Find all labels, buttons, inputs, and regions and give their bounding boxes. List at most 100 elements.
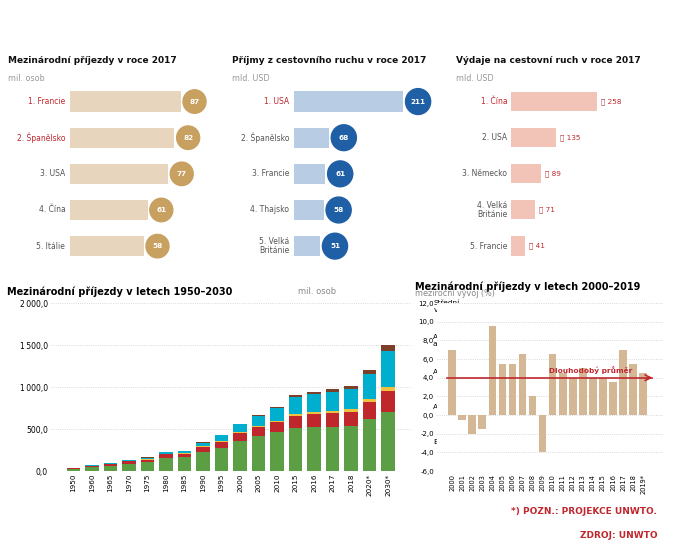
Circle shape xyxy=(328,161,353,187)
Bar xyxy=(529,396,537,415)
FancyBboxPatch shape xyxy=(69,236,144,256)
Bar xyxy=(363,402,376,419)
Bar xyxy=(289,395,302,397)
Bar xyxy=(289,414,302,415)
Text: 61: 61 xyxy=(335,171,345,177)
Bar xyxy=(619,350,627,415)
Bar xyxy=(141,462,154,471)
Bar xyxy=(458,415,466,420)
Text: 1. Francie: 1. Francie xyxy=(28,97,65,106)
Bar xyxy=(640,373,647,415)
Bar xyxy=(381,352,395,387)
Text: 5. Francie: 5. Francie xyxy=(470,242,508,251)
Bar xyxy=(381,412,395,471)
FancyBboxPatch shape xyxy=(294,91,403,112)
Bar xyxy=(270,423,284,433)
FancyBboxPatch shape xyxy=(512,236,525,256)
Bar xyxy=(630,364,637,415)
Bar xyxy=(178,454,191,457)
Bar xyxy=(178,451,191,453)
Bar xyxy=(104,464,117,466)
Bar xyxy=(252,416,266,426)
Text: Mezinárodní příjezdy v letech 2000–2019: Mezinárodní příjezdy v letech 2000–2019 xyxy=(415,281,640,291)
Text: 58: 58 xyxy=(334,207,344,213)
Text: Ⓢ 258: Ⓢ 258 xyxy=(601,98,621,105)
FancyBboxPatch shape xyxy=(294,200,324,220)
Text: 3. Francie: 3. Francie xyxy=(252,169,289,179)
Bar xyxy=(123,460,135,461)
Bar xyxy=(270,407,284,408)
Bar xyxy=(252,415,266,416)
Bar xyxy=(599,378,607,415)
FancyBboxPatch shape xyxy=(294,236,320,256)
Bar xyxy=(160,454,173,458)
Text: 68: 68 xyxy=(339,134,349,141)
Text: 211: 211 xyxy=(410,99,425,105)
Circle shape xyxy=(183,90,206,114)
Text: Střední
východ: Střední východ xyxy=(433,300,460,314)
Text: Ⓢ 71: Ⓢ 71 xyxy=(539,207,555,213)
Text: Mezinárodní příjezdy v roce 2017: Mezinárodní příjezdy v roce 2017 xyxy=(8,56,177,66)
Text: 2. USA: 2. USA xyxy=(482,133,508,142)
Circle shape xyxy=(146,234,169,258)
Bar xyxy=(307,395,321,412)
Bar xyxy=(215,435,228,441)
Bar xyxy=(196,442,210,446)
Bar xyxy=(363,399,376,402)
Bar xyxy=(307,412,321,414)
Bar xyxy=(215,447,228,471)
Bar xyxy=(307,414,321,428)
Bar xyxy=(489,326,496,415)
Bar xyxy=(141,460,154,462)
Text: *) POZN.: PROJEKCE UNWTO.: *) POZN.: PROJEKCE UNWTO. xyxy=(512,507,657,516)
Text: 5. Itálie: 5. Itálie xyxy=(36,242,65,251)
Bar xyxy=(468,415,476,434)
Bar xyxy=(289,428,302,471)
Text: 58: 58 xyxy=(152,243,162,249)
Bar xyxy=(539,415,547,452)
Text: 3. USA: 3. USA xyxy=(40,169,65,179)
Text: 5. Velká
Británie: 5. Velká Británie xyxy=(259,237,289,256)
Text: Afrika: Afrika xyxy=(433,369,455,375)
Text: Ⓢ 89: Ⓢ 89 xyxy=(545,171,561,177)
FancyBboxPatch shape xyxy=(512,164,541,183)
Text: Ⓢ 135: Ⓢ 135 xyxy=(560,134,580,141)
Text: 82: 82 xyxy=(183,134,193,141)
FancyBboxPatch shape xyxy=(69,91,181,112)
Bar xyxy=(160,458,173,471)
Text: Asie
a Pacifik: Asie a Pacifik xyxy=(433,334,464,347)
Bar xyxy=(178,453,191,454)
Bar xyxy=(344,412,358,426)
Bar xyxy=(479,415,486,429)
FancyBboxPatch shape xyxy=(512,200,534,219)
Bar xyxy=(86,467,99,471)
Bar xyxy=(344,426,358,471)
Bar xyxy=(344,389,358,409)
Bar xyxy=(519,354,526,415)
FancyBboxPatch shape xyxy=(294,164,326,184)
Bar xyxy=(270,421,284,423)
Text: 2. Španělsko: 2. Španělsko xyxy=(17,132,65,143)
Text: 4. Velká
Británie: 4. Velká Británie xyxy=(477,201,508,219)
Bar xyxy=(307,392,321,395)
Bar xyxy=(307,428,321,471)
Text: 1. Čína: 1. Čína xyxy=(481,97,508,106)
Circle shape xyxy=(326,197,351,223)
Bar xyxy=(252,428,266,436)
Text: Amerika: Amerika xyxy=(433,404,464,410)
Bar xyxy=(123,461,135,463)
Bar xyxy=(326,390,339,392)
Bar xyxy=(270,433,284,471)
Bar xyxy=(178,457,191,471)
Text: ZDROJ: UNWTO: ZDROJ: UNWTO xyxy=(580,531,657,541)
Bar xyxy=(363,374,376,399)
Text: 87: 87 xyxy=(189,99,200,105)
Bar xyxy=(363,370,376,374)
Text: Mezinárodní příjezdy v letech 1950–2030: Mezinárodní příjezdy v letech 1950–2030 xyxy=(7,286,232,297)
Text: 1. USA: 1. USA xyxy=(264,97,289,106)
Bar xyxy=(160,452,173,453)
Bar xyxy=(589,378,596,415)
Text: Ⓢ 41: Ⓢ 41 xyxy=(529,243,545,250)
Text: mil. osob: mil. osob xyxy=(298,287,336,296)
Circle shape xyxy=(322,233,348,259)
